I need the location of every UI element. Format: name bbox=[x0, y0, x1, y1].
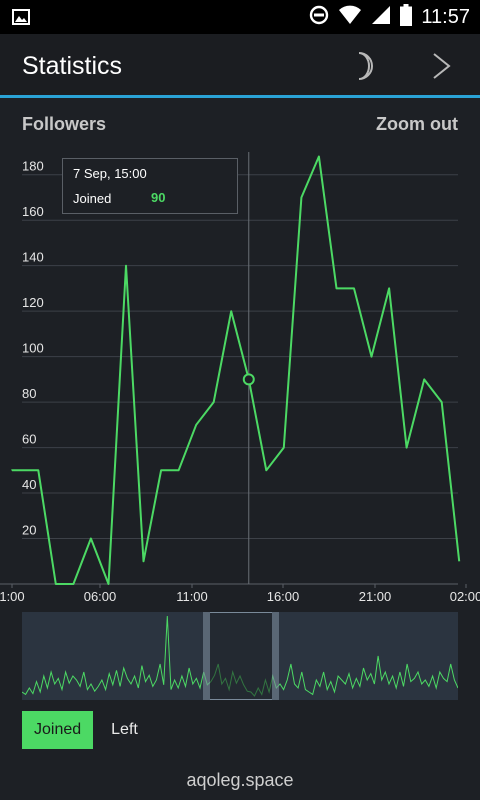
y-tick-label: 100 bbox=[22, 341, 44, 356]
clock: 11:57 bbox=[421, 5, 470, 28]
joined-series-line bbox=[11, 155, 461, 585]
image-notification-icon bbox=[12, 9, 30, 30]
footer-link[interactable]: aqoleg.space bbox=[186, 770, 294, 790]
app-bar-divider bbox=[0, 95, 480, 98]
y-tick-label: 120 bbox=[22, 295, 44, 310]
tooltip-value: 90 bbox=[151, 190, 166, 205]
y-tick-label: 60 bbox=[22, 432, 36, 447]
y-tick-label: 160 bbox=[22, 204, 44, 219]
y-tick-label: 140 bbox=[22, 250, 44, 265]
x-tick-label: 16:00 bbox=[267, 589, 300, 604]
navigator-left-handle[interactable] bbox=[203, 612, 210, 700]
series-toggles: Joined Left bbox=[22, 711, 150, 749]
x-tick-label: 06:00 bbox=[84, 589, 117, 604]
x-tick-label: 11:00 bbox=[176, 589, 208, 604]
y-tick-label: 20 bbox=[22, 523, 36, 538]
status-bar: 11:57 bbox=[0, 0, 480, 34]
x-tick-label: 21:00 bbox=[359, 589, 392, 604]
page-title: Statistics bbox=[22, 52, 123, 80]
data-saver-icon bbox=[309, 5, 329, 30]
left-toggle-button[interactable]: Left bbox=[111, 721, 138, 738]
y-tick-label: 80 bbox=[22, 386, 36, 401]
chevron-right-icon[interactable] bbox=[430, 51, 452, 86]
y-tick-label: 40 bbox=[22, 477, 36, 492]
tooltip-date: 7 Sep, 15:00 bbox=[73, 166, 147, 181]
tooltip-series-name: Joined bbox=[73, 191, 112, 206]
selected-point[interactable] bbox=[242, 373, 255, 386]
zoom-out-button[interactable]: Zoom out bbox=[376, 114, 458, 134]
chart-tooltip: 7 Sep, 15:00 Joined 90 bbox=[62, 158, 238, 214]
x-tick-label: 02:00 bbox=[450, 589, 480, 604]
cellular-signal-icon bbox=[371, 5, 391, 30]
navigator-window[interactable] bbox=[210, 612, 272, 700]
battery-icon bbox=[400, 3, 413, 31]
range-navigator[interactable] bbox=[22, 612, 458, 700]
y-tick-label: 180 bbox=[22, 159, 44, 174]
joined-toggle-button[interactable]: Joined bbox=[22, 711, 94, 749]
wifi-icon bbox=[338, 5, 362, 30]
chart-title: Followers bbox=[22, 114, 107, 134]
night-mode-icon[interactable] bbox=[350, 51, 378, 86]
chart-header: Followers Zoom out bbox=[22, 114, 458, 138]
x-tick-label: 1:00 bbox=[0, 589, 25, 604]
navigator-right-handle[interactable] bbox=[272, 612, 279, 700]
app-bar: Statistics bbox=[0, 34, 480, 98]
